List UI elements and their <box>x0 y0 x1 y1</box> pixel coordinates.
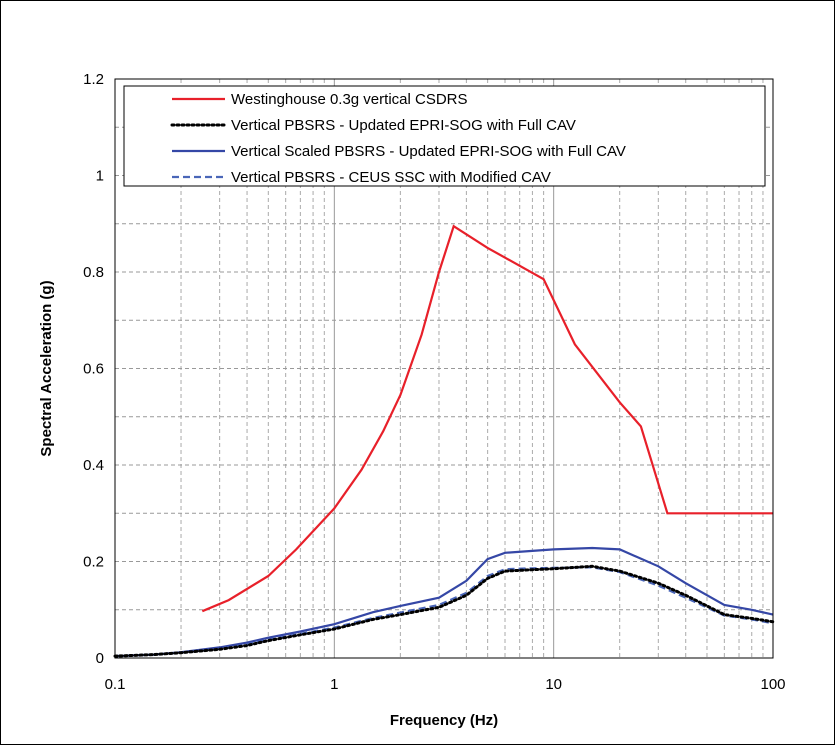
y-tick-label: 0.6 <box>83 361 104 378</box>
series-line-2 <box>113 564 775 658</box>
legend-label-1: Westinghouse 0.3g vertical CSDRS <box>231 91 468 108</box>
x-tick-label: 100 <box>760 676 785 693</box>
y-tick-label: 0.4 <box>83 457 104 474</box>
legend: Westinghouse 0.3g vertical CSDRS Vertical… <box>123 85 766 187</box>
y-axis-label: Spectral Acceleration (g) <box>38 280 55 456</box>
legend-label-3: Vertical Scaled PBSRS - Updated EPRI-SOG… <box>231 143 626 160</box>
y-tick-label: 0.8 <box>83 264 104 281</box>
plot-border <box>114 78 774 659</box>
series-line-4 <box>114 566 774 658</box>
series-lines <box>113 224 775 658</box>
legend-label-4: Vertical PBSRS - CEUS SSC with Modified … <box>231 169 551 186</box>
x-axis-label: Frequency (Hz) <box>390 712 498 729</box>
y-tick-label: 0.2 <box>83 554 104 571</box>
y-tick-label: 1.2 <box>83 71 104 88</box>
x-tick-label: 10 <box>545 676 562 693</box>
y-tick-label: 1 <box>96 168 104 185</box>
y-tick-label: 0 <box>96 650 104 667</box>
series-line-1 <box>201 224 773 613</box>
series-line-3 <box>114 546 774 658</box>
grid <box>115 79 773 658</box>
x-tick-label: 0.1 <box>105 676 126 693</box>
x-tick-labels: 0.1 1 10 100 <box>105 676 786 693</box>
legend-label-2: Vertical PBSRS - Updated EPRI-SOG with F… <box>231 117 576 134</box>
legend-box <box>123 85 766 187</box>
y-tick-labels: 0 0.2 0.4 0.6 0.8 1 1.2 <box>83 71 104 667</box>
x-tick-label: 1 <box>330 676 338 693</box>
